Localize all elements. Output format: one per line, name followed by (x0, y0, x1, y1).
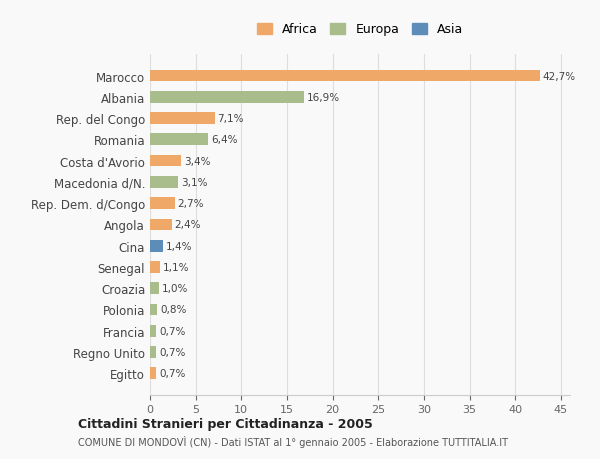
Bar (150, 219, 172, 231)
Bar (150, 71, 540, 82)
Text: COMUNE DI MONDOVÌ (CN) - Dati ISTAT al 1° gennaio 2005 - Elaborazione TUTTITALIA: COMUNE DI MONDOVÌ (CN) - Dati ISTAT al 1… (78, 435, 508, 447)
Text: 0,7%: 0,7% (159, 347, 185, 357)
Text: 2,4%: 2,4% (175, 220, 201, 230)
Bar (150, 325, 157, 337)
Bar (150, 368, 157, 379)
Bar (150, 241, 163, 252)
Bar (150, 262, 160, 273)
Bar (150, 92, 304, 103)
Bar (150, 177, 178, 188)
Legend: Africa, Europa, Asia: Africa, Europa, Asia (251, 17, 469, 43)
Text: 16,9%: 16,9% (307, 93, 340, 102)
Text: 3,1%: 3,1% (181, 178, 208, 187)
Text: 3,4%: 3,4% (184, 156, 210, 166)
Bar (150, 347, 157, 358)
Text: 1,1%: 1,1% (163, 263, 189, 272)
Text: 1,0%: 1,0% (162, 284, 188, 294)
Text: Cittadini Stranieri per Cittadinanza - 2005: Cittadini Stranieri per Cittadinanza - 2… (78, 417, 373, 430)
Text: 6,4%: 6,4% (211, 135, 238, 145)
Text: 0,7%: 0,7% (159, 326, 185, 336)
Bar (150, 134, 208, 146)
Text: 42,7%: 42,7% (542, 71, 576, 81)
Text: 0,7%: 0,7% (159, 369, 185, 379)
Bar (150, 113, 215, 125)
Bar (150, 198, 175, 209)
Bar (150, 304, 157, 316)
Text: 0,8%: 0,8% (160, 305, 187, 315)
Text: 7,1%: 7,1% (218, 114, 244, 124)
Text: 2,7%: 2,7% (178, 199, 204, 209)
Text: 1,4%: 1,4% (166, 241, 192, 251)
Bar (150, 283, 159, 294)
Bar (150, 156, 181, 167)
